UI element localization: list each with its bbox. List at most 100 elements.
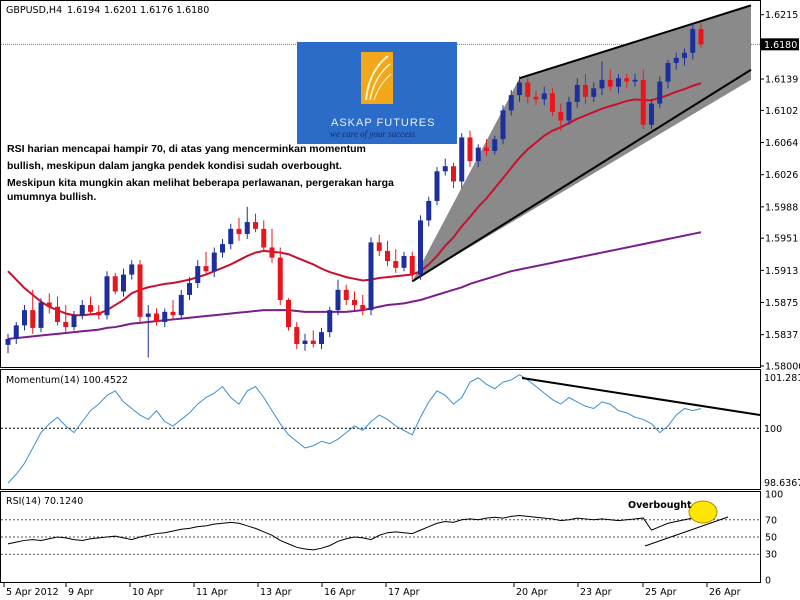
analysis-note-line: Meskipun kita mungkin akan melihat beber… — [7, 177, 394, 189]
price-tick-label: 1.5875 — [765, 298, 798, 309]
candle-body — [607, 79, 613, 87]
candle-body — [112, 276, 118, 292]
time-tick-label: 20 Apr — [516, 587, 548, 598]
candle-body — [624, 78, 630, 82]
candle-body — [46, 302, 52, 307]
channel-upper-line — [519, 4, 752, 80]
candle-body — [492, 139, 498, 151]
candle-body — [418, 220, 423, 275]
candle-body — [640, 79, 646, 125]
candle-body — [508, 95, 514, 111]
candle-body — [327, 310, 333, 333]
candle-body — [517, 82, 522, 96]
time-tick-label: 26 Apr — [709, 587, 741, 598]
candle-body — [145, 313, 151, 317]
current-price-label: 1.6180 — [764, 40, 797, 51]
time-tick-label: 17 Apr — [388, 587, 420, 598]
analysis-note-line: umumnya bullish. — [7, 191, 96, 203]
momentum-label: Momentum(14) 100.4522 — [6, 375, 128, 386]
candle-body — [459, 137, 465, 182]
candle-body — [220, 244, 225, 253]
rsi-axis-label: 0 — [765, 576, 771, 587]
price-tick-label: 1.5951 — [765, 234, 798, 245]
overbought-highlight — [688, 500, 718, 524]
candle-body — [368, 242, 374, 311]
candle-body — [566, 101, 572, 121]
candle-body — [665, 62, 671, 82]
time-tick-label: 16 Apr — [324, 587, 356, 598]
candle-body — [253, 222, 258, 229]
momentum-line — [7, 374, 702, 484]
ohlc-low: 1.6176 — [140, 5, 173, 16]
analysis-note-line: RSI harian mencapai hampir 70, di atas y… — [7, 143, 366, 155]
candle-body — [228, 228, 234, 245]
candle-body — [203, 266, 209, 272]
fast-moving-average-line — [7, 82, 702, 317]
candle-body — [22, 310, 27, 326]
candle-body — [550, 93, 555, 113]
channel-lower-line — [411, 68, 752, 283]
candle-body — [195, 266, 201, 284]
candle-body — [467, 137, 473, 162]
candle-body — [269, 247, 275, 258]
ohlc-high: 1.6201 — [104, 5, 137, 16]
time-tick-label: 5 Apr 2012 — [6, 587, 59, 598]
analysis-note: RSI harian mencapai hampir 70, di atas y… — [7, 143, 394, 203]
candle-body — [690, 29, 696, 53]
momentum-axis-ref: 100 — [764, 424, 782, 435]
candle-body — [162, 311, 168, 322]
logo-emblem-stroke — [369, 63, 391, 101]
candle-body — [310, 340, 316, 344]
logo-tagline: we care of your success — [330, 129, 416, 139]
candle-body — [343, 289, 349, 300]
price-tick-label: 1.6139 — [765, 75, 798, 86]
price-tick-label: 1.5988 — [765, 202, 798, 213]
price-tick-label: 1.6215 — [765, 10, 798, 21]
candle-body — [376, 242, 382, 251]
candle-body — [385, 250, 390, 262]
candle-body — [558, 112, 564, 121]
candle-body — [236, 228, 242, 234]
candle-body — [541, 93, 547, 100]
askap-logo: ASKAP FUTURES we care of your success — [297, 42, 457, 144]
candle-body — [261, 228, 267, 248]
price-tick-label: 1.5837 — [765, 330, 798, 341]
logo-title: ASKAP FUTURES — [331, 117, 436, 129]
candle-body — [360, 305, 366, 311]
candle-body — [211, 252, 217, 272]
rsi-axis-label: 70 — [765, 515, 777, 526]
time-tick-label: 23 Apr — [580, 587, 612, 598]
symbol-label: GBPUSD,H4 — [6, 5, 62, 16]
candle-body — [657, 81, 663, 104]
candle-body — [277, 257, 283, 300]
candle-body — [55, 306, 60, 322]
candle-body — [71, 315, 77, 328]
candle-body — [294, 327, 300, 344]
time-axis: 5 Apr 2012 9 Apr 10 Apr 11 Apr 13 Apr 16 Apr 1… — [3, 583, 741, 598]
candle-body — [393, 261, 399, 268]
rsi-trendline — [644, 516, 729, 547]
candle-body — [187, 283, 192, 295]
momentum-trendline — [521, 377, 761, 416]
slow-moving-average-line — [7, 231, 702, 340]
logo-emblem-stroke — [373, 73, 392, 101]
rsi-axis-label: 30 — [765, 550, 777, 561]
analysis-note-line: bullish, meskipun dalam jangka pendek ko… — [7, 160, 342, 172]
price-tick-label: 1.6026 — [765, 170, 798, 181]
candle-body — [104, 276, 110, 316]
candle-body — [319, 332, 324, 344]
candle-body — [30, 310, 36, 328]
time-tick-label: 9 Apr — [68, 587, 94, 598]
price-tick-label: 1.5913 — [765, 266, 798, 277]
candle-body — [583, 84, 588, 97]
momentum-axis-min: 98.6367 — [764, 478, 800, 489]
candle-body — [599, 79, 605, 89]
main-header: GBPUSD,H4 1.6194 1.6201 1.6176 1.6180 — [6, 5, 209, 16]
time-tick-label: 10 Apr — [132, 587, 164, 598]
candle-body — [442, 166, 448, 172]
candle-body — [79, 305, 85, 316]
logo-emblem-stroke — [365, 55, 389, 101]
candle-body — [525, 82, 531, 97]
time-tick-label: 25 Apr — [645, 587, 677, 598]
